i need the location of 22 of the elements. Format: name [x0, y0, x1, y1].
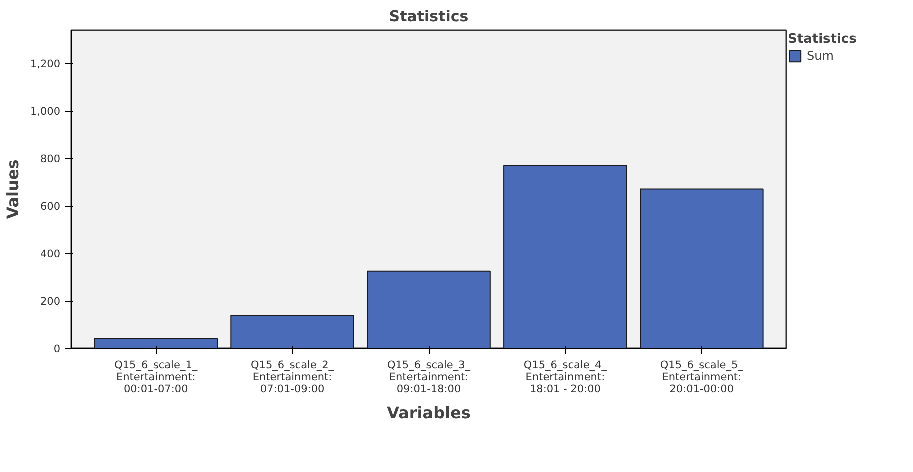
x-tick-label: Q15_6_scale_4_ Entertainment: 18:01 - 20:00	[524, 360, 608, 396]
y-tick-label: 800	[40, 154, 61, 166]
x-tick-label: Q15_6_scale_2_ Entertainment: 07:01-09:00	[251, 360, 335, 396]
bar	[230, 315, 354, 348]
y-axis-title: Values	[3, 160, 22, 220]
bar	[94, 338, 218, 348]
x-tick-label: Q15_6_scale_1_ Entertainment: 00:01-07:00	[114, 360, 198, 396]
y-tick-label: 1,200	[30, 58, 61, 71]
bar	[504, 165, 628, 348]
y-tick-label: 1,000	[30, 106, 61, 118]
legend-label: Sum	[807, 49, 834, 63]
x-tick-label: Q15_6_scale_3_ Entertainment: 09:01-18:00	[387, 360, 472, 396]
x-axis-title: Variables	[387, 404, 471, 422]
chart-title: Statistics	[389, 8, 469, 26]
bar	[640, 188, 764, 348]
y-tick-label: 400	[40, 248, 61, 261]
bar	[367, 270, 491, 348]
y-tick-label: 0	[54, 344, 61, 356]
y-tick-label: 200	[40, 296, 61, 308]
x-tick-label: Q15_6_scale_5_ Entertainment: 20:01-00:00	[660, 360, 744, 396]
y-tick-label: 600	[40, 201, 61, 214]
legend-title: Statistics	[788, 32, 857, 47]
